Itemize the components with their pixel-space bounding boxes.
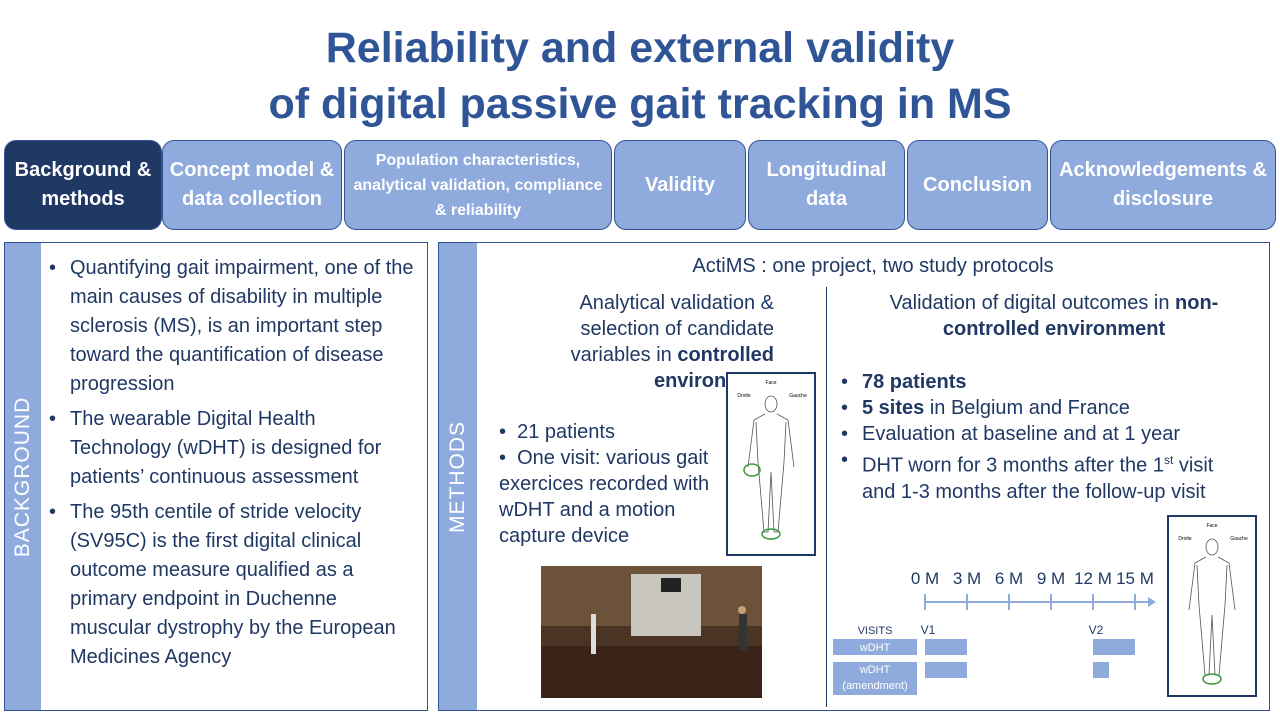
text-part: st	[1163, 453, 1174, 467]
bullet: The 95th centile of stride velocity (SV9…	[49, 498, 421, 672]
bullet: 5 sites in Belgium and France	[841, 395, 1241, 421]
non-controlled-bullets: 78 patients 5 sites in Belgium and Franc…	[841, 369, 1241, 505]
title: of digital passive gait tracking in MS	[268, 80, 1012, 128]
text-part: Analytical validation & selection of can…	[570, 292, 774, 366]
background-panel: BACKGROUND Quantifying gait impairment, …	[4, 242, 428, 711]
tab[interactable]: Acknowledgements & disclosure	[1050, 140, 1276, 230]
month-label: 3 M	[953, 569, 981, 588]
text-part: 5 sites	[862, 397, 925, 419]
non-controlled-heading: Validation of digital outcomes in non-co…	[859, 290, 1249, 342]
row-label: wDHT (amendment)	[842, 664, 908, 692]
text-part: visit and 1-3 months after the follow-up…	[862, 454, 1214, 503]
body-figure: Face Droite Gauche	[726, 372, 816, 556]
controlled-bullets: 21 patients One visit: various gait exer…	[499, 419, 729, 549]
month-label: 15 M	[1116, 569, 1154, 588]
row-label: wDHT	[859, 642, 891, 654]
text-part: in Belgium and France	[924, 397, 1130, 419]
visit-label: V1	[921, 623, 936, 637]
figure-label: Gauche	[789, 393, 807, 399]
divider	[826, 287, 827, 707]
text-part: Evaluation at baseline and at 1 year	[862, 423, 1180, 445]
bullet: DHT worn for 3 months after the 1st visi…	[841, 447, 1241, 505]
bullet-list: Quantifying gait impairment, one of the …	[49, 254, 421, 678]
bullet: Evaluation at baseline and at 1 year	[841, 421, 1241, 447]
month-label: 0 M	[911, 569, 939, 588]
figure-label: Gauche	[1230, 536, 1248, 542]
text-part: 78 patients	[862, 371, 967, 393]
tab[interactable]: Validity	[614, 140, 746, 230]
tab[interactable]: Longitudinal data	[748, 140, 905, 230]
text-part: non-controlled environment	[942, 292, 1219, 340]
text-part: Validation of digital outcomes in	[889, 292, 1176, 314]
figure-label: Face	[765, 380, 776, 386]
month-label: 12 M	[1074, 569, 1112, 588]
visit-label: V2	[1089, 623, 1104, 637]
sidebar-label: METHODS	[446, 420, 469, 533]
month-label: 9 M	[1037, 569, 1065, 588]
row-label: VISITS	[858, 625, 893, 637]
timeline: 0 M 3 M 6 M 9 M 12 M 15 M VISITS V1 V2 wDHT w…	[833, 569, 1156, 695]
figure-label: Droite	[737, 393, 751, 399]
text-part: DHT worn for 3 months after the 1	[862, 454, 1164, 477]
bullet: One visit: various gait exercices record…	[499, 445, 729, 549]
body-figure: Face Droite Gauche	[1167, 515, 1257, 697]
sidebar: METHODS	[439, 243, 477, 710]
sidebar: BACKGROUND	[5, 243, 41, 710]
bullet: 21 patients	[499, 419, 729, 445]
figure-label: Droite	[1178, 536, 1192, 542]
title: Reliability and external validity	[325, 24, 955, 72]
tab[interactable]: Conclusion	[907, 140, 1048, 230]
tab[interactable]: Population characteristics, analytical v…	[344, 140, 612, 230]
photo	[541, 566, 762, 698]
month-label: 6 M	[995, 569, 1023, 588]
bullet: Quantifying gait impairment, one of the …	[49, 254, 421, 399]
methods-heading: ActiMS : one project, two study protocol…	[692, 255, 1054, 277]
bullet: 78 patients	[841, 369, 1241, 395]
sidebar-label: BACKGROUND	[11, 396, 34, 557]
tab[interactable]: Concept model & data collection	[162, 140, 342, 230]
tab[interactable]: Background & methods	[4, 140, 162, 230]
figure-label: Face	[1206, 523, 1217, 529]
bullet: The wearable Digital Health Technology (…	[49, 405, 421, 492]
